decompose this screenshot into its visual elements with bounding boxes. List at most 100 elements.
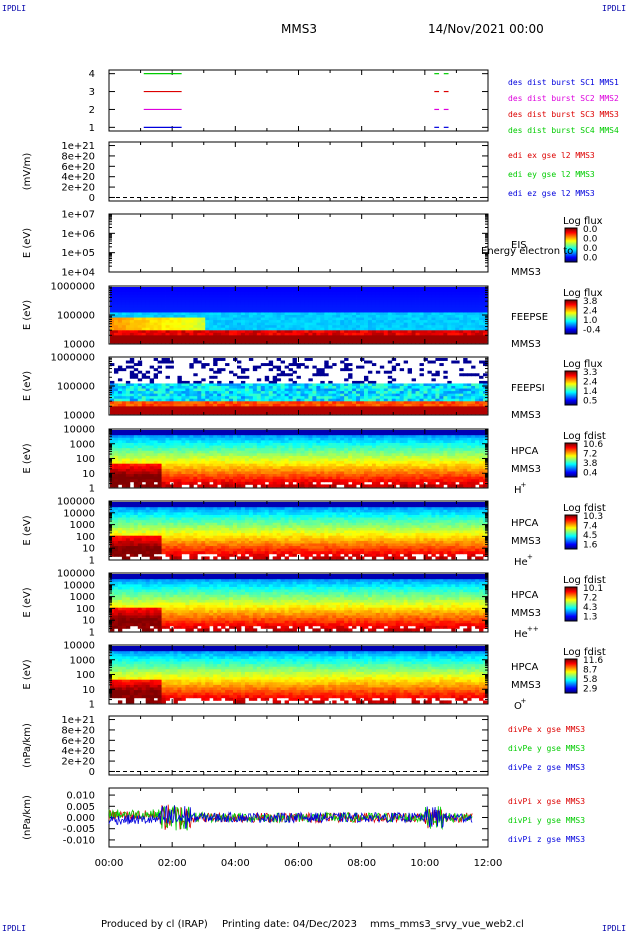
spectrogram-cell bbox=[153, 406, 159, 410]
spectrogram-cell bbox=[133, 396, 139, 400]
spectrogram-cell bbox=[153, 398, 159, 402]
spectrogram-cell bbox=[367, 332, 373, 336]
spectrogram-cell bbox=[407, 398, 412, 402]
spectrogram-cell bbox=[121, 396, 127, 400]
colorbar-cell bbox=[565, 258, 577, 260]
spectrogram-cell bbox=[217, 461, 222, 465]
spectrogram-cell bbox=[209, 335, 214, 339]
spectrogram-cell bbox=[284, 474, 289, 478]
spectrogram-cell bbox=[236, 335, 242, 339]
spectrogram-cell bbox=[141, 302, 147, 306]
spectrogram-cell bbox=[256, 391, 262, 395]
spectrogram-cell bbox=[225, 408, 230, 412]
spectrogram-cell bbox=[360, 365, 365, 369]
spectrogram-cell bbox=[221, 448, 226, 452]
spectrogram-cell bbox=[375, 330, 381, 334]
spectrogram-cell bbox=[439, 337, 444, 341]
spectrogram-cell bbox=[117, 481, 123, 485]
spectrogram-cell bbox=[375, 299, 381, 303]
spectrogram-cell bbox=[360, 335, 365, 339]
spectrogram-cell bbox=[431, 312, 436, 316]
spectrogram-cell bbox=[367, 340, 373, 344]
spectrogram-cell bbox=[236, 327, 242, 331]
spectrogram-cell bbox=[149, 299, 155, 303]
spectrogram-cell bbox=[185, 380, 190, 384]
spectrogram-cell bbox=[304, 401, 309, 405]
spectrogram-cell bbox=[133, 401, 139, 405]
spectrogram-cell bbox=[447, 335, 452, 339]
spectrogram-cell bbox=[352, 292, 357, 296]
spectrogram-cell bbox=[268, 302, 274, 306]
spectrogram-cell bbox=[181, 317, 186, 321]
spectrogram-cell bbox=[205, 294, 210, 298]
spectrogram-cell bbox=[260, 330, 266, 334]
spectrogram-cell bbox=[197, 479, 202, 483]
spectrogram-cell bbox=[455, 304, 460, 308]
spectrogram-cell bbox=[153, 411, 159, 415]
spectrogram-cell bbox=[264, 332, 270, 336]
spectrogram-cell bbox=[403, 406, 409, 410]
spectrogram-cell bbox=[375, 317, 381, 321]
colorbar-frame bbox=[564, 299, 578, 335]
spectrogram-cell bbox=[240, 442, 246, 446]
spectrogram-cell bbox=[280, 442, 286, 446]
spectrogram-cell bbox=[272, 442, 278, 446]
spectrogram-cell bbox=[411, 332, 416, 336]
spectrogram-cell bbox=[292, 360, 297, 364]
spectrogram-cell bbox=[248, 455, 254, 459]
spectrogram-cell bbox=[419, 411, 424, 415]
spectrogram-cell bbox=[387, 297, 393, 301]
spectrogram-cell bbox=[213, 302, 218, 306]
spectrogram-cell bbox=[129, 393, 135, 397]
colorbar-cell bbox=[565, 254, 577, 256]
spectrogram-cell bbox=[280, 287, 286, 290]
spectrogram-cell bbox=[336, 320, 341, 324]
spectrogram-cell bbox=[248, 294, 254, 298]
spectrogram-cell bbox=[165, 484, 170, 488]
spectrogram-cell bbox=[240, 398, 246, 402]
spectrogram-cell bbox=[145, 304, 151, 308]
spectrogram-cell bbox=[443, 401, 448, 405]
spectrogram-cell bbox=[121, 312, 127, 316]
spectrogram-cell bbox=[284, 315, 289, 318]
spectrogram-cell bbox=[439, 335, 444, 339]
spectrogram-cell bbox=[407, 391, 412, 395]
spectrogram-cell bbox=[367, 391, 373, 395]
spectrogram-cell bbox=[479, 304, 484, 308]
spectrogram-cell bbox=[463, 396, 468, 400]
spectrogram-cell bbox=[181, 401, 186, 405]
spectrogram-cell bbox=[256, 335, 262, 339]
spectrogram-cell bbox=[451, 340, 456, 344]
spectrogram-cell bbox=[483, 403, 488, 407]
spectrogram-cell bbox=[280, 484, 286, 488]
spectrogram-cell bbox=[149, 317, 155, 321]
spectrogram-cell bbox=[157, 466, 162, 470]
spectrogram-cell bbox=[447, 299, 452, 303]
spectrogram-cell bbox=[110, 337, 115, 341]
spectrogram-cell bbox=[284, 388, 289, 392]
spectrogram-cell bbox=[407, 388, 412, 392]
spectrogram-cell bbox=[272, 440, 278, 444]
spectrogram-cell bbox=[280, 373, 286, 377]
spectrogram-cell bbox=[332, 383, 337, 387]
spectrogram-cell bbox=[272, 332, 278, 336]
spectrogram-cell bbox=[145, 461, 151, 465]
spectrogram-cell bbox=[110, 317, 115, 321]
spectrogram-cell bbox=[141, 312, 147, 316]
spectrogram-cell bbox=[419, 401, 424, 405]
spectrogram-cell bbox=[304, 315, 309, 318]
spectrogram-cell bbox=[467, 335, 472, 339]
spectrogram-cell bbox=[379, 325, 385, 329]
spectrogram-cell bbox=[276, 435, 282, 439]
spectrogram-cell bbox=[332, 304, 337, 308]
spectrogram-cell bbox=[439, 386, 444, 389]
spectrogram-cell bbox=[205, 440, 210, 444]
spectrogram-cell bbox=[256, 302, 262, 306]
spectrogram-cell bbox=[213, 453, 218, 457]
spectrogram-cell bbox=[225, 292, 230, 296]
spectrogram-cell bbox=[153, 317, 159, 321]
spectrogram-cell bbox=[284, 442, 289, 446]
spectrogram-cell bbox=[256, 466, 262, 470]
spectrogram-cell bbox=[336, 292, 341, 296]
spectrogram-cell bbox=[348, 340, 353, 344]
